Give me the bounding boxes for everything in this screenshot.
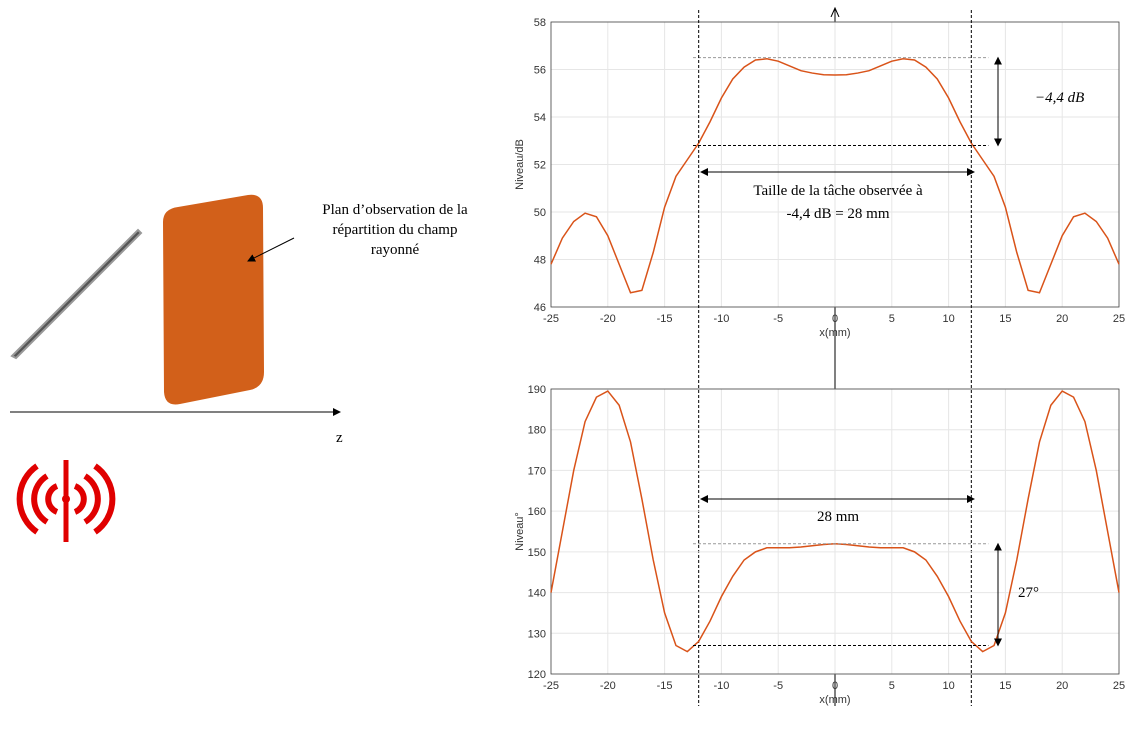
reflector [10, 228, 143, 360]
x-tick-label: -20 [600, 313, 616, 325]
y-tick-label: 140 [528, 588, 546, 600]
annotation: 28 mm [817, 509, 859, 525]
y-tick-label: 170 [528, 465, 546, 477]
x-tick-label: 5 [889, 680, 895, 692]
x-tick-label: -25 [543, 680, 559, 692]
x-tick-label: 5 [889, 313, 895, 325]
x-tick-label: 25 [1113, 313, 1125, 325]
y-tick-label: 54 [534, 112, 546, 124]
antenna-icon [16, 460, 116, 542]
observation-plane [163, 194, 264, 405]
x-tick-label: 10 [942, 680, 954, 692]
plot-frame [550, 388, 1120, 675]
x-tick-label: -15 [657, 680, 673, 692]
y-tick-label: 48 [534, 255, 546, 267]
data-line [550, 58, 1120, 294]
annotation: 27° [1018, 585, 1039, 601]
x-tick-label: 20 [1056, 680, 1068, 692]
x-tick-label: -25 [543, 313, 559, 325]
x-tick-label: 25 [1113, 680, 1125, 692]
y-tick-label: 180 [528, 425, 546, 437]
x-tick-label: 15 [999, 313, 1011, 325]
y-tick-label: 50 [534, 207, 546, 219]
y-tick-label: 56 [534, 65, 546, 77]
plane-label: Plan d’observation de la [322, 202, 468, 218]
x-axis-label: x(mm) [819, 327, 850, 339]
x-tick-label: -5 [773, 680, 783, 692]
x-tick-label: -15 [657, 313, 673, 325]
plane-label: répartition du champ [333, 222, 458, 238]
x-tick-label: 15 [999, 680, 1011, 692]
y-tick-label: 58 [534, 17, 546, 29]
y-tick-label: 160 [528, 506, 546, 518]
y-axis-label: Niveau/dB [514, 139, 526, 190]
x-tick-label: -20 [600, 680, 616, 692]
y-tick-label: 52 [534, 160, 546, 172]
pointer-arrow [247, 237, 295, 262]
y-tick-label: 46 [534, 302, 546, 314]
y-tick-label: 150 [528, 547, 546, 559]
x-tick-label: 10 [942, 313, 954, 325]
x-tick-label: -5 [773, 313, 783, 325]
plot-frame [550, 21, 1120, 308]
x-axis-label: x(mm) [819, 694, 850, 706]
annotation: Taille de la tâche observée à [753, 183, 923, 199]
plane-label: rayonné [371, 242, 420, 258]
x-tick-label: -10 [713, 680, 729, 692]
x-tick-label: -10 [713, 313, 729, 325]
y-axis-label: Niveau° [514, 512, 526, 551]
z-axis-label: z [336, 430, 343, 446]
y-tick-label: 120 [528, 669, 546, 681]
y-tick-label: 190 [528, 384, 546, 396]
x-tick-label: 20 [1056, 313, 1068, 325]
x-tick-label: 0 [832, 680, 838, 692]
y-tick-label: 130 [528, 628, 546, 640]
x-tick-label: 0 [832, 313, 838, 325]
annotation: -4,4 dB = 28 mm [786, 206, 889, 222]
annotation: −4,4 dB [1035, 90, 1084, 106]
